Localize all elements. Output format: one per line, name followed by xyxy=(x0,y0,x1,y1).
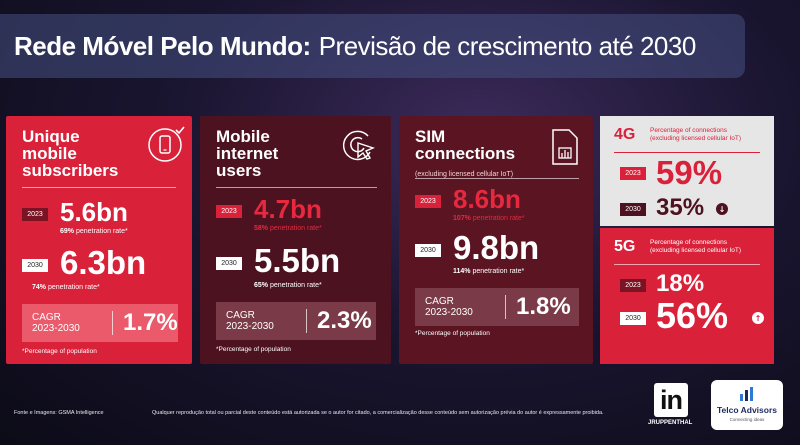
footnote: *Percentage of population xyxy=(415,330,490,337)
year-badge: 2023 xyxy=(620,167,646,180)
smartphone-check-icon xyxy=(148,126,185,162)
rate-2023: 69% penetration rate* xyxy=(60,228,128,235)
value-4g-2030: 35% xyxy=(656,194,705,221)
bars-icon xyxy=(740,387,753,401)
value-2023: 5.6bn xyxy=(60,197,128,227)
disclaimer-text: Qualquer reprodução total ou parcial des… xyxy=(152,410,604,416)
arrow-up-icon: ↑ xyxy=(752,312,764,324)
value-2023: 4.7bn xyxy=(254,194,322,224)
value-2023: 8.6bn xyxy=(453,184,521,214)
cagr-box: CAGR 2023-2030 1.8% xyxy=(415,288,579,326)
value-5g-2030: 56% xyxy=(656,295,729,336)
telco-tag: Connecting ideas xyxy=(729,417,765,422)
divider xyxy=(614,152,760,153)
title-bold: Rede Móvel Pelo Mundo: xyxy=(14,30,311,61)
footnote: *Percentage of population xyxy=(22,348,97,355)
year-badge: 2030 xyxy=(620,312,646,325)
cursor-click-icon xyxy=(342,130,375,161)
card-sim-connections: SIM connections (excluding licensed cellu… xyxy=(399,116,593,364)
rate-2030: 65% penetration rate* xyxy=(254,282,322,289)
divider xyxy=(216,187,377,188)
year-badge: 2023 xyxy=(620,279,646,292)
title-bar: Rede Móvel Pelo Mundo: Previsão de cresc… xyxy=(0,14,745,78)
cagr-value: 1.7% xyxy=(123,309,178,336)
value-2030: 5.5bn xyxy=(254,242,341,279)
label-4g: 4G xyxy=(614,126,636,143)
label-5g: 5G xyxy=(614,238,636,255)
cagr-value: 1.8% xyxy=(516,293,571,320)
year-badge: 2030 xyxy=(216,257,242,270)
telco-name: Telco Advisors xyxy=(717,405,777,415)
footnote: *Percentage of population xyxy=(216,346,291,353)
title-regular: Previsão de crescimento até 2030 xyxy=(318,30,697,61)
rate-2023: 58% penetration rate* xyxy=(254,225,322,232)
card-title: SIM connections (excluding licensed cellu… xyxy=(415,127,516,178)
sim-card-icon xyxy=(552,129,578,165)
linkedin-logo[interactable]: in xyxy=(654,383,688,417)
divider xyxy=(415,178,579,179)
rate-2030: 114% penetration rate* xyxy=(453,268,525,275)
card-title: Mobile internet users xyxy=(216,127,279,180)
card-title: Unique mobile subscribers xyxy=(22,127,119,180)
card-unique-subscribers: Unique mobile subscribers 2023 5.6bn 69% p… xyxy=(6,116,192,364)
arrow-down-icon: ↓ xyxy=(716,203,728,215)
panel-5g: 5G Percentage of connections (excluding l… xyxy=(600,228,774,364)
year-badge: 2023 xyxy=(216,205,242,218)
value-2030: 6.3bn xyxy=(60,244,147,281)
value-4g-2023: 59% xyxy=(656,154,723,191)
divider xyxy=(614,264,760,265)
value-5g-2023: 18% xyxy=(656,270,705,297)
rate-2023: 107% penetration rate* xyxy=(453,215,525,222)
sub-5g: Percentage of connections (excluding lice… xyxy=(650,239,742,254)
sub-4g: Percentage of connections (excluding lice… xyxy=(650,127,742,142)
cagr-value: 2.3% xyxy=(317,307,372,334)
year-badge: 2030 xyxy=(620,203,646,216)
divider xyxy=(22,187,176,188)
card-internet-users: Mobile internet users 2023 4.7bn 58% penet… xyxy=(200,116,391,364)
cagr-box: CAGR 2023-2030 2.3% xyxy=(216,302,376,340)
source-text: Fonte e Imagens: GSMA Intelligence xyxy=(14,410,104,416)
year-badge: 2030 xyxy=(22,259,48,272)
rate-2030: 74% penetration rate* xyxy=(32,284,100,291)
year-badge: 2023 xyxy=(415,195,441,208)
panel-4g: 4G Percentage of connections (excluding l… xyxy=(600,116,774,226)
year-badge: 2030 xyxy=(415,244,441,257)
year-badge: 2023 xyxy=(22,208,48,221)
cagr-box: CAGR 2023-2030 1.7% xyxy=(22,304,178,342)
value-2030: 9.8bn xyxy=(453,229,540,266)
linkedin-name: JRUPPENTHAL xyxy=(648,420,693,426)
telco-advisors-logo[interactable]: Telco Advisors Connecting ideas xyxy=(711,380,783,430)
